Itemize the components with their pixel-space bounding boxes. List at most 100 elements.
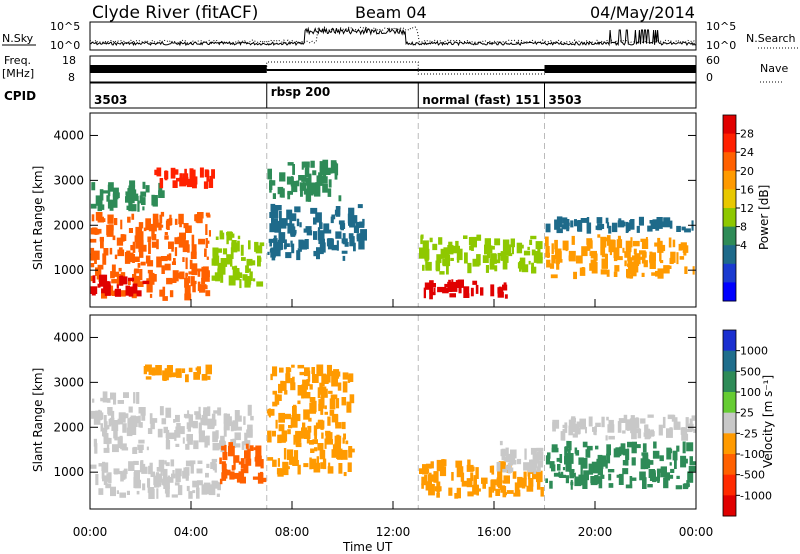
heatmap-cell xyxy=(272,459,277,467)
heatmap-cell xyxy=(180,426,185,435)
heatmap-cell xyxy=(574,219,577,227)
heatmap-cell xyxy=(238,471,245,478)
heatmap-cell xyxy=(440,248,445,259)
heatmap-cell xyxy=(290,213,297,222)
heatmap-cell xyxy=(203,270,210,282)
heatmap-cell xyxy=(553,472,559,477)
heatmap-cell xyxy=(272,209,279,219)
heatmap-cell xyxy=(500,485,506,493)
heatmap-cell xyxy=(293,434,296,445)
y-tick-label: 2000 xyxy=(53,420,84,434)
heatmap-cell xyxy=(569,252,574,259)
heatmap-cell xyxy=(575,255,583,264)
heatmap-cell xyxy=(126,427,133,437)
heatmap-cell xyxy=(249,445,254,451)
heatmap-cell xyxy=(338,463,343,474)
heatmap-cell xyxy=(145,364,152,372)
heatmap-cell xyxy=(445,258,449,266)
heatmap-cell xyxy=(169,290,174,298)
heatmap-cell xyxy=(599,455,607,467)
heatmap-cell xyxy=(184,285,191,294)
heatmap-cell xyxy=(240,244,244,256)
heatmap-cell xyxy=(348,446,353,458)
heatmap-cell xyxy=(684,266,688,274)
heatmap-cell xyxy=(327,466,334,474)
heatmap-cell xyxy=(203,181,209,189)
heatmap-cell xyxy=(689,456,693,466)
heatmap-cell xyxy=(98,463,103,467)
heatmap-cell xyxy=(292,164,295,175)
heatmap-cell xyxy=(219,478,223,485)
heatmap-cell xyxy=(597,234,601,238)
heatmap-cell xyxy=(331,449,336,458)
heatmap-cell xyxy=(289,456,296,465)
heatmap-cell xyxy=(114,288,121,297)
heatmap-cell xyxy=(196,486,199,492)
heatmap-cell xyxy=(448,241,453,247)
heatmap-cell xyxy=(287,211,291,215)
heatmap-cell xyxy=(126,490,130,495)
heatmap-cell xyxy=(348,207,355,220)
heatmap-cell xyxy=(257,450,261,456)
noise-panel: N.Sky 10^5 10^0 10^5 10^0 N.Search xyxy=(2,20,798,52)
y-tick-label: 2000 xyxy=(53,218,84,232)
heatmap-cell xyxy=(113,279,117,283)
heatmap-cell xyxy=(133,392,136,404)
scale-label: -100 xyxy=(740,448,765,461)
heatmap-cell xyxy=(317,420,325,429)
heatmap-cell xyxy=(317,387,321,399)
heatmap-cell xyxy=(301,177,307,182)
heatmap-cell xyxy=(571,235,575,245)
heatmap-cell xyxy=(164,368,172,378)
heatmap-cell xyxy=(335,398,340,409)
heatmap-cell xyxy=(221,461,226,470)
heatmap-cell xyxy=(274,220,282,233)
x-tick-label: 00:00 xyxy=(679,525,714,539)
heatmap-cell xyxy=(506,490,514,494)
heatmap-cell xyxy=(173,258,176,264)
heatmap-cell xyxy=(184,293,192,301)
heatmap-cell xyxy=(312,439,318,445)
heatmap-cell xyxy=(503,475,510,484)
heatmap-cell xyxy=(635,417,639,428)
heatmap-cell xyxy=(213,410,220,414)
heatmap-cell xyxy=(551,243,554,254)
heatmap-cell xyxy=(304,367,310,377)
heatmap-cell xyxy=(112,444,119,453)
heatmap-cell xyxy=(254,457,262,462)
heatmap-cell xyxy=(109,227,113,230)
heatmap-cell xyxy=(117,249,125,257)
heatmap-cell xyxy=(190,462,194,474)
heatmap-cell xyxy=(682,245,689,253)
heatmap-cell xyxy=(156,256,162,268)
heatmap-cell xyxy=(230,247,234,259)
heatmap-cell xyxy=(91,214,95,222)
heatmap-cell xyxy=(607,424,615,433)
heatmap-cell xyxy=(120,275,124,286)
heatmap-cell xyxy=(436,492,440,498)
heatmap-cell xyxy=(470,472,474,481)
frequency-bars xyxy=(90,65,696,73)
heatmap-cell xyxy=(114,430,118,441)
heatmap-cell xyxy=(540,487,544,497)
heatmap-cell xyxy=(505,255,509,263)
heatmap-cell xyxy=(303,188,308,195)
heatmap-cell xyxy=(297,248,302,252)
heatmap-cell xyxy=(165,433,173,439)
heatmap-cell xyxy=(618,237,621,247)
heatmap-cell xyxy=(92,275,96,283)
heatmap-cell xyxy=(442,287,447,291)
heatmap-cell xyxy=(601,253,608,258)
heatmap-cell xyxy=(516,458,522,465)
heatmap-cell xyxy=(107,214,114,224)
heatmap-cell xyxy=(155,365,162,376)
heatmap-cell xyxy=(671,414,676,422)
heatmap-cell xyxy=(111,264,116,274)
heatmap-cell xyxy=(594,475,599,485)
heatmap-cell xyxy=(113,428,116,439)
heatmap-cell xyxy=(429,280,434,284)
heatmap-cell xyxy=(166,477,170,488)
heatmap-cell xyxy=(564,446,568,457)
heatmap-cell xyxy=(172,270,179,282)
heatmap-cell xyxy=(207,375,211,380)
